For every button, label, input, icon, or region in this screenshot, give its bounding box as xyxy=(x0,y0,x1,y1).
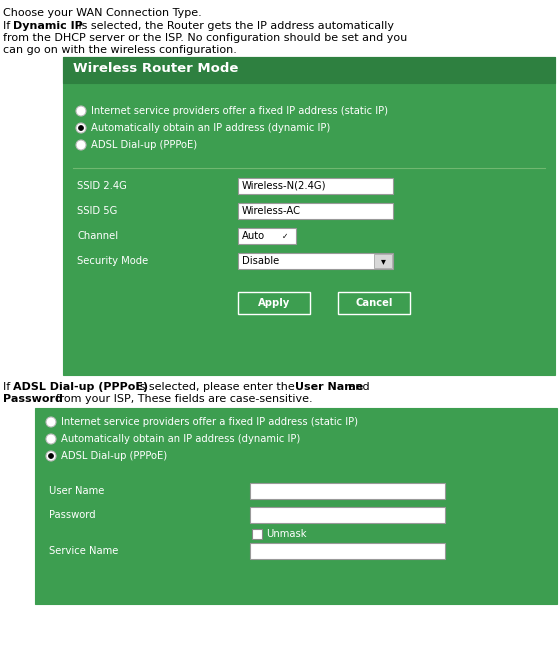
Text: If: If xyxy=(3,21,14,31)
Bar xyxy=(63,57,555,375)
Text: ▾: ▾ xyxy=(381,256,385,266)
Bar xyxy=(238,203,393,219)
Text: Disable: Disable xyxy=(242,256,279,266)
Text: Wireless-AC: Wireless-AC xyxy=(242,206,301,216)
Bar xyxy=(238,292,310,314)
Text: is selected, the Router gets the IP address automatically: is selected, the Router gets the IP addr… xyxy=(75,21,394,31)
Text: Password: Password xyxy=(49,510,96,520)
Bar xyxy=(250,507,445,523)
Bar xyxy=(374,254,392,268)
Bar xyxy=(63,57,555,83)
Circle shape xyxy=(76,123,86,133)
Text: SSID 2.4G: SSID 2.4G xyxy=(77,181,127,191)
Text: SSID 5G: SSID 5G xyxy=(77,206,118,216)
Circle shape xyxy=(76,106,86,116)
Text: Security Mode: Security Mode xyxy=(77,256,148,266)
Bar xyxy=(252,529,262,539)
Text: Wireless Router Mode: Wireless Router Mode xyxy=(73,62,239,75)
Text: is selected, please enter the: is selected, please enter the xyxy=(133,382,298,392)
Circle shape xyxy=(49,454,54,459)
Bar xyxy=(35,408,557,604)
Text: can go on with the wireless configuration.: can go on with the wireless configuratio… xyxy=(3,45,237,55)
Text: Dynamic IP: Dynamic IP xyxy=(13,21,83,31)
Text: Automatically obtain an IP address (dynamic IP): Automatically obtain an IP address (dyna… xyxy=(91,123,330,133)
Text: Choose your WAN Connection Type.: Choose your WAN Connection Type. xyxy=(3,8,202,18)
Text: User Name: User Name xyxy=(49,486,104,496)
Bar xyxy=(238,178,393,194)
Bar xyxy=(338,292,410,314)
Text: from your ISP, These fields are case-sensitive.: from your ISP, These fields are case-sen… xyxy=(52,394,312,404)
Text: Internet service providers offer a fixed IP address (static IP): Internet service providers offer a fixed… xyxy=(91,106,388,116)
Text: from the DHCP server or the ISP. No configuration should be set and you: from the DHCP server or the ISP. No conf… xyxy=(3,33,407,43)
Circle shape xyxy=(46,451,56,461)
Text: ADSL Dial-up (PPPoE): ADSL Dial-up (PPPoE) xyxy=(91,140,197,150)
Bar xyxy=(250,543,445,559)
Text: Automatically obtain an IP address (dynamic IP): Automatically obtain an IP address (dyna… xyxy=(61,434,300,444)
Circle shape xyxy=(46,417,56,427)
Text: ✓: ✓ xyxy=(282,232,288,240)
Text: Service Name: Service Name xyxy=(49,546,118,556)
Text: Channel: Channel xyxy=(77,231,118,241)
Bar xyxy=(238,253,393,269)
Text: User Name: User Name xyxy=(295,382,363,392)
Text: Apply: Apply xyxy=(258,298,290,308)
Text: Auto: Auto xyxy=(242,231,265,241)
Circle shape xyxy=(76,140,86,150)
Text: Internet service providers offer a fixed IP address (static IP): Internet service providers offer a fixed… xyxy=(61,417,358,427)
Bar xyxy=(238,228,296,244)
Text: Unmask: Unmask xyxy=(266,529,306,539)
Text: and: and xyxy=(345,382,370,392)
Bar xyxy=(250,483,445,499)
Circle shape xyxy=(46,434,56,444)
Text: ADSL Dial-up (PPPoE): ADSL Dial-up (PPPoE) xyxy=(61,451,167,461)
Text: ADSL Dial-up (PPPoE): ADSL Dial-up (PPPoE) xyxy=(13,382,148,392)
Text: Password: Password xyxy=(3,394,63,404)
Text: Wireless-N(2.4G): Wireless-N(2.4G) xyxy=(242,181,326,191)
Circle shape xyxy=(78,125,83,131)
Text: Cancel: Cancel xyxy=(355,298,393,308)
Text: If: If xyxy=(3,382,14,392)
